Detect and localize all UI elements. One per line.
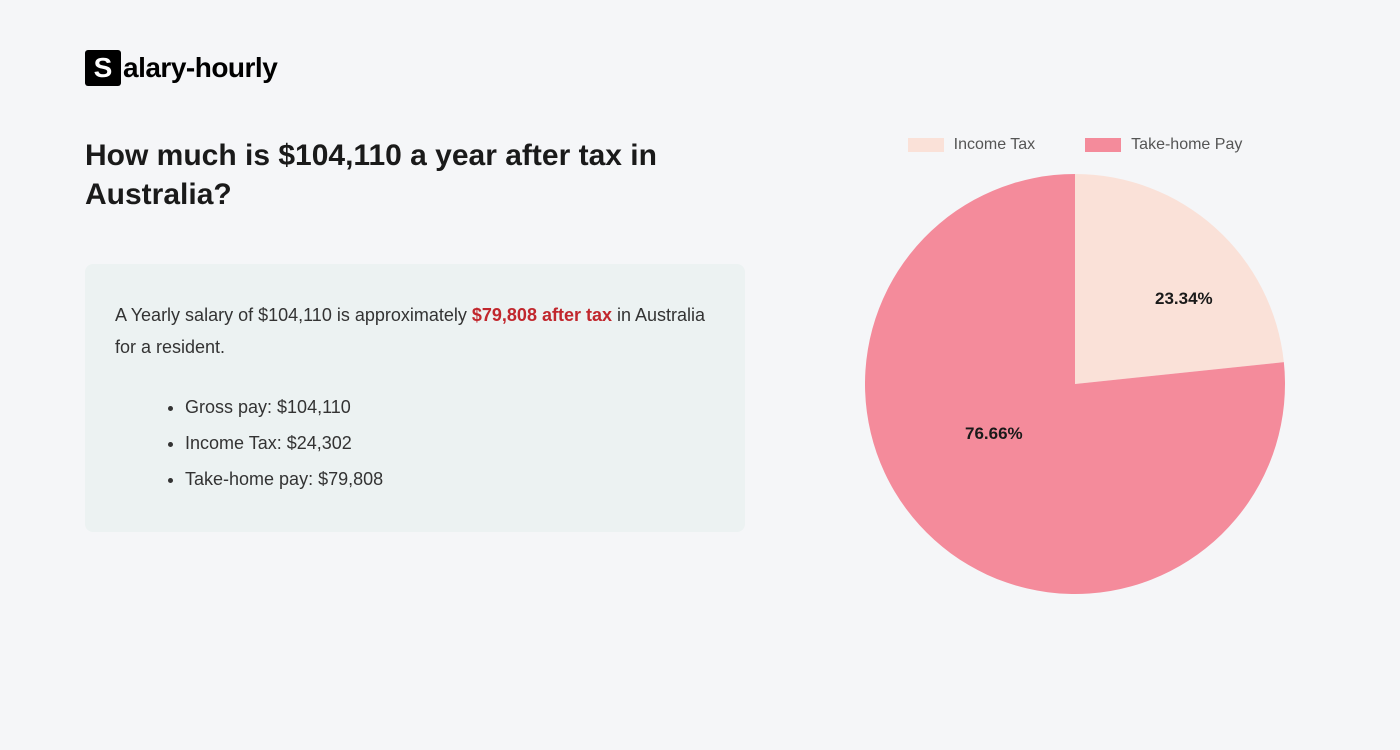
list-item: Take-home pay: $79,808 bbox=[185, 461, 715, 497]
summary-prefix: A Yearly salary of $104,110 is approxima… bbox=[115, 305, 472, 325]
pie-label-take-home: 76.66% bbox=[965, 424, 1023, 444]
summary-box: A Yearly salary of $104,110 is approxima… bbox=[85, 264, 745, 532]
chart-column: Income Tax Take-home Pay 23.34% 76.66% bbox=[865, 136, 1285, 594]
summary-highlight: $79,808 after tax bbox=[472, 305, 612, 325]
summary-text: A Yearly salary of $104,110 is approxima… bbox=[115, 299, 715, 364]
legend-label: Income Tax bbox=[954, 136, 1036, 154]
pie-chart: 23.34% 76.66% bbox=[865, 174, 1285, 594]
site-logo: S alary-hourly bbox=[85, 50, 1315, 86]
legend-swatch-income-tax bbox=[908, 138, 944, 152]
left-column: How much is $104,110 a year after tax in… bbox=[85, 136, 745, 594]
legend-item: Income Tax bbox=[908, 136, 1036, 154]
legend-label: Take-home Pay bbox=[1131, 136, 1242, 154]
logo-icon: S bbox=[85, 50, 121, 86]
legend-swatch-take-home bbox=[1085, 138, 1121, 152]
main-content: How much is $104,110 a year after tax in… bbox=[85, 136, 1315, 594]
list-item: Income Tax: $24,302 bbox=[185, 425, 715, 461]
chart-legend: Income Tax Take-home Pay bbox=[865, 136, 1285, 154]
logo-text: alary-hourly bbox=[123, 52, 277, 84]
legend-item: Take-home Pay bbox=[1085, 136, 1242, 154]
breakdown-list: Gross pay: $104,110 Income Tax: $24,302 … bbox=[115, 389, 715, 497]
page-heading: How much is $104,110 a year after tax in… bbox=[85, 136, 745, 214]
pie-label-income-tax: 23.34% bbox=[1155, 289, 1213, 309]
pie-svg bbox=[865, 174, 1285, 594]
list-item: Gross pay: $104,110 bbox=[185, 389, 715, 425]
